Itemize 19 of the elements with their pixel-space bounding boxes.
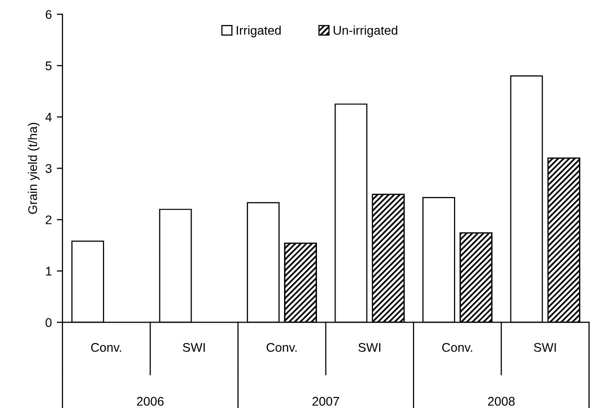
x-tick-label: Conv. [91,343,122,352]
x-tick-label: Conv. [266,343,297,352]
y-tick-label: 1 [46,266,52,276]
text: 2007 [312,396,340,406]
y-tick-label: 4 [45,112,52,122]
x-tick-label: SWI [358,343,380,352]
y-tick-label: 6 [46,10,52,19]
x-tick-label: SWI [534,343,556,352]
y-tick-label: 5 [46,62,52,70]
y-tick-label: 3 [46,164,52,173]
text: 2008 [488,396,515,406]
y-axis-title: Grain yield (t/ha) [28,122,40,214]
y-tick-label: 0 [46,318,52,327]
x-tick-label: Conv. [442,343,472,352]
y-tick-label: 2 [46,215,52,224]
legend-label: Un-irrigated [334,26,398,38]
text: 2006 [136,396,164,406]
x-tick-label: SWI [182,343,205,352]
legend-label: Irrigated [236,26,281,38]
